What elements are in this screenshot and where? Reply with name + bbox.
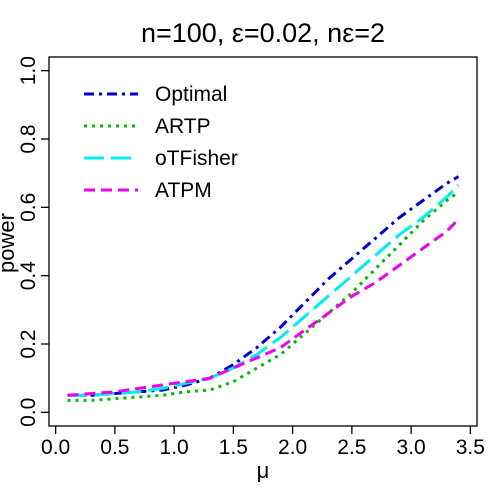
x-tick-label: 1.0 — [160, 436, 189, 459]
y-axis: 0.0 0.2 0.4 0.6 0.8 1.0 — [17, 56, 49, 427]
plot-frame — [48, 56, 478, 427]
legend-label-artp: ARTP — [155, 115, 211, 138]
series-line-atpm — [67, 218, 460, 397]
chart-title: n=100, ε=0.02, nε=2 — [141, 18, 385, 48]
y-tick-label: 1.0 — [17, 56, 40, 85]
x-tick-label: 2.5 — [337, 436, 366, 459]
x-tick-label: 2.0 — [278, 436, 307, 459]
x-tick-label: 3.0 — [397, 436, 426, 459]
y-tick-label: 0.2 — [17, 329, 40, 358]
x-tick-label: 0.0 — [41, 436, 70, 459]
legend: Optimal ARTP oTFisher ATPM — [84, 83, 238, 202]
y-tick-label: 0.0 — [17, 398, 40, 427]
y-axis-label: power — [0, 213, 19, 273]
legend-label-atpm: ATPM — [155, 179, 212, 202]
x-tick-label: 3.5 — [456, 436, 485, 459]
legend-label-optimal: Optimal — [155, 83, 227, 106]
x-tick-label: 1.5 — [219, 436, 248, 459]
series-line-otfisher — [67, 184, 460, 397]
series-layer — [67, 175, 460, 402]
x-tick-label: 0.5 — [100, 436, 129, 459]
y-tick-label: 0.4 — [17, 261, 40, 291]
x-axis-label: μ — [257, 458, 270, 483]
legend-label-otfisher: oTFisher — [155, 147, 238, 170]
y-tick-label: 0.6 — [17, 193, 40, 222]
y-tick-label: 0.8 — [17, 124, 40, 153]
series-line-artp — [67, 190, 460, 402]
series-line-optimal — [67, 175, 460, 397]
plot-border — [48, 56, 478, 427]
x-axis: 0.0 0.5 1.0 1.5 2.0 2.5 3.0 3.5 — [41, 426, 485, 459]
